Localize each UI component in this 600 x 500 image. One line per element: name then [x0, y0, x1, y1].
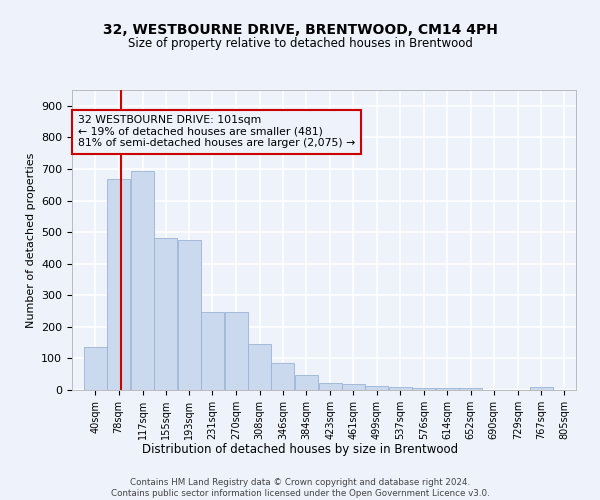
Bar	[225, 312, 248, 390]
Bar	[154, 238, 178, 390]
Bar	[459, 388, 482, 390]
Bar	[342, 384, 365, 390]
Bar	[131, 171, 154, 390]
Bar	[178, 240, 200, 390]
Bar	[295, 375, 318, 390]
Bar	[436, 388, 459, 390]
Bar	[319, 383, 341, 390]
Bar	[248, 344, 271, 390]
Bar	[84, 346, 107, 390]
Text: Contains HM Land Registry data © Crown copyright and database right 2024.
Contai: Contains HM Land Registry data © Crown c…	[110, 478, 490, 498]
Bar	[412, 388, 436, 390]
Y-axis label: Number of detached properties: Number of detached properties	[26, 152, 35, 328]
Text: Distribution of detached houses by size in Brentwood: Distribution of detached houses by size …	[142, 442, 458, 456]
Text: Size of property relative to detached houses in Brentwood: Size of property relative to detached ho…	[128, 38, 472, 51]
Text: 32, WESTBOURNE DRIVE, BRENTWOOD, CM14 4PH: 32, WESTBOURNE DRIVE, BRENTWOOD, CM14 4P…	[103, 22, 497, 36]
Bar	[107, 180, 130, 390]
Bar	[365, 386, 388, 390]
Bar	[271, 363, 295, 390]
Text: 32 WESTBOURNE DRIVE: 101sqm
← 19% of detached houses are smaller (481)
81% of se: 32 WESTBOURNE DRIVE: 101sqm ← 19% of det…	[78, 116, 355, 148]
Bar	[530, 388, 553, 390]
Bar	[201, 312, 224, 390]
Bar	[389, 388, 412, 390]
